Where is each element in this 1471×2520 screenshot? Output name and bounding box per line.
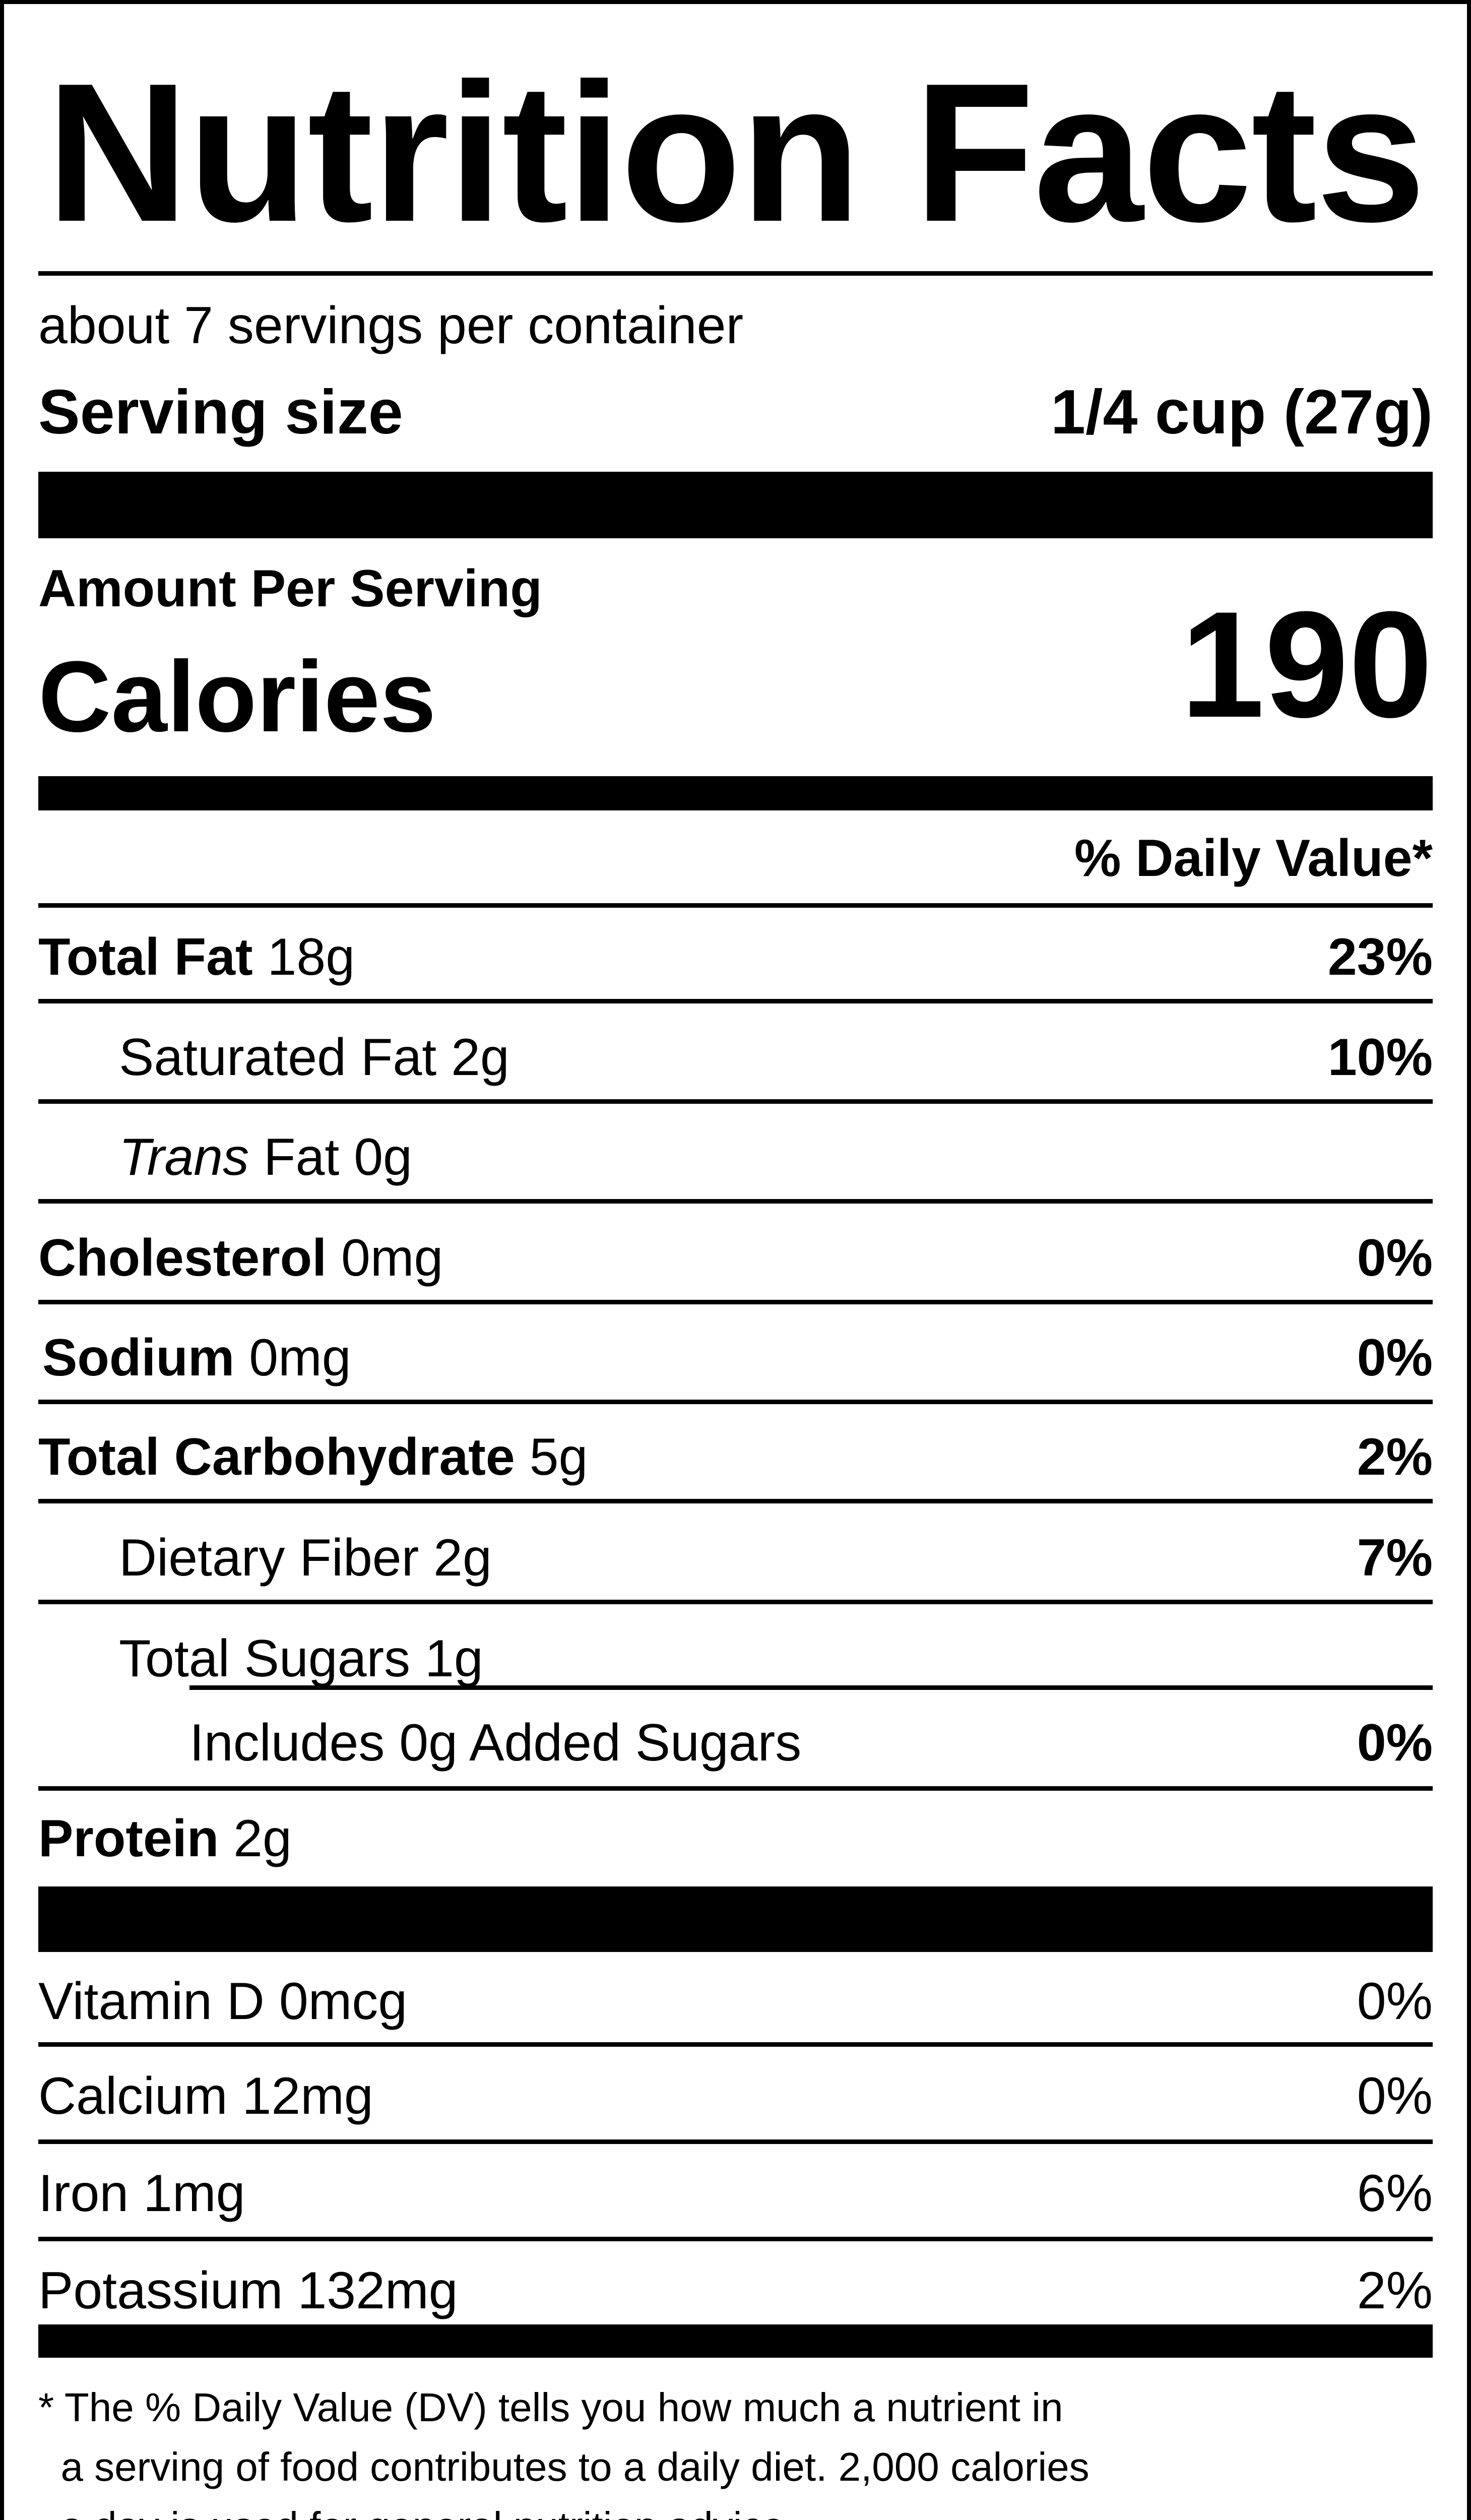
footnote-line-3: a day is used for general nutrition advi… — [38, 2497, 1090, 2520]
nutrient-dv: 0% — [1357, 1229, 1433, 1287]
row-divider — [38, 1300, 1433, 1304]
row-divider — [38, 2042, 1433, 2047]
serving-size-label: Serving size — [38, 377, 403, 447]
row-divider — [38, 1499, 1433, 1503]
nutrient-name: Includes 0g Added Sugars — [189, 1714, 802, 1772]
nutrient-amount: 0g — [354, 1128, 412, 1186]
nutrient-row-sodium: Sodium 0mg 0% — [38, 1308, 1433, 1404]
nutrient-amount: 18g — [267, 928, 355, 986]
amount-per-serving: Amount Per Serving — [38, 559, 542, 618]
row-divider — [38, 1400, 1433, 1404]
vitamin-name: Vitamin D — [38, 1972, 265, 2031]
vitamin-amount: 12mg — [242, 2067, 373, 2125]
vitamin-dv: 0% — [1357, 2067, 1433, 2125]
row-divider — [38, 1786, 1433, 1791]
nutrient-amount: 0mg — [341, 1229, 443, 1287]
nutrient-amount: 2g — [233, 1809, 292, 1868]
nutrient-name: Saturated Fat — [119, 1028, 437, 1087]
nutrient-dv: 10% — [1327, 1028, 1433, 1087]
vitamin-name: Iron — [38, 2164, 129, 2223]
nutrient-name: Total Sugars — [119, 1629, 411, 1688]
nutrient-name: Dietary Fiber — [119, 1529, 419, 1587]
vitamin-amount: 132mg — [297, 2261, 458, 2320]
nutrient-row-total-fat: Total Fat 18g 23% — [38, 908, 1433, 1003]
row-divider — [38, 999, 1433, 1003]
nutrient-name-italic: Trans — [119, 1128, 249, 1186]
row-divider — [38, 1199, 1433, 1204]
footnote-line-2: a serving of food contributes to a daily… — [38, 2444, 1090, 2489]
added-sugars-divider — [189, 1685, 1433, 1690]
nutrient-name: Protein — [38, 1809, 219, 1868]
row-divider — [38, 2139, 1433, 2144]
nutrient-row-trans-fat: Trans Fat 0g — [38, 1108, 1433, 1204]
nutrient-name: Total Carbohydrate — [38, 1428, 515, 1486]
nutrient-row-protein: Protein 2g — [38, 1791, 1433, 1886]
calories-label: Calories — [38, 641, 436, 753]
vitamin-row-calcium: Calcium 12mg 0% — [38, 2047, 1433, 2144]
nutrient-row-total-sugars: Total Sugars 1g — [38, 1609, 1433, 1688]
nutrient-name-suffix: Fat — [249, 1128, 340, 1186]
thick-divider-serving — [38, 472, 1433, 538]
nutrient-name: Sodium — [42, 1329, 235, 1387]
vitamin-dv: 2% — [1357, 2261, 1433, 2320]
nutrient-row-cholesterol: Cholesterol 0mg 0% — [38, 1209, 1433, 1304]
vitamin-row-potassium: Potassium 132mg 2% — [38, 2241, 1433, 2324]
row-divider — [38, 1600, 1433, 1604]
nutrient-amount: 5g — [529, 1428, 588, 1486]
thick-divider-calories — [38, 776, 1433, 810]
nutrient-amount: 2g — [451, 1028, 509, 1087]
nutrient-name: Total Fat — [38, 928, 253, 986]
nutrient-amount: 1g — [425, 1629, 483, 1688]
vitamin-name: Calcium — [38, 2067, 228, 2125]
nutrient-dv: 23% — [1327, 928, 1433, 986]
row-divider — [38, 2237, 1433, 2241]
vitamin-name: Potassium — [38, 2261, 283, 2320]
nutrient-dv: 7% — [1357, 1529, 1433, 1587]
dv-header-divider — [38, 903, 1433, 908]
nutrient-name: Cholesterol — [38, 1229, 327, 1287]
daily-value-header: % Daily Value* — [1074, 829, 1433, 888]
nutrient-row-saturated-fat: Saturated Fat 2g 10% — [38, 1008, 1433, 1104]
nutrient-amount: 2g — [433, 1529, 492, 1587]
servings-per-container: about 7 servings per container — [38, 296, 744, 355]
nutrient-dv: 0% — [1357, 1329, 1433, 1387]
serving-size-value: 1/4 cup (27g) — [1051, 377, 1433, 447]
vitamin-amount: 1mg — [143, 2164, 245, 2223]
vitamin-dv: 0% — [1357, 1972, 1433, 2031]
thick-divider-footnote — [38, 2324, 1433, 2358]
nutrient-row-total-carbohydrate: Total Carbohydrate 5g 2% — [38, 1408, 1433, 1503]
label-title: Nutrition Facts — [46, 42, 1426, 263]
vitamin-dv: 6% — [1357, 2164, 1433, 2223]
title-divider — [38, 271, 1433, 276]
vitamin-amount: 0mcg — [279, 1972, 408, 2031]
nutrient-amount: 0mg — [249, 1329, 351, 1387]
nutrient-dv: 0% — [1357, 1714, 1433, 1772]
footnote-line-1: * The % Daily Value (DV) tells you how m… — [38, 2385, 1063, 2430]
nutrient-row-added-sugars: Includes 0g Added Sugars 0% — [38, 1690, 1433, 1791]
calories-value: 190 — [1180, 580, 1433, 749]
vitamin-row-iron: Iron 1mg 6% — [38, 2144, 1433, 2241]
row-divider — [38, 1099, 1433, 1104]
nutrient-dv: 2% — [1357, 1428, 1433, 1486]
nutrient-row-dietary-fiber: Dietary Fiber 2g 7% — [38, 1508, 1433, 1604]
daily-value-footnote: * The % Daily Value (DV) tells you how m… — [38, 2378, 1090, 2520]
vitamin-row-vitamin-d: Vitamin D 0mcg 0% — [38, 1952, 1433, 2047]
thick-divider-vitamins — [38, 1886, 1433, 1952]
